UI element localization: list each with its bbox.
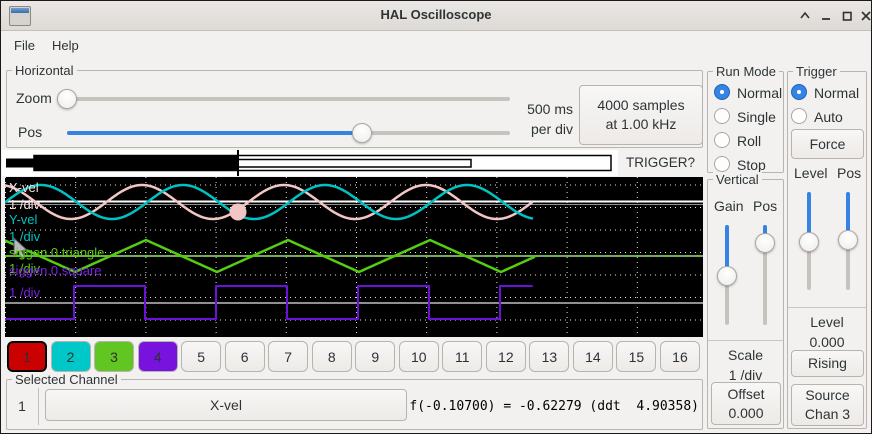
minimize-icon[interactable] [818, 8, 834, 24]
channel-button-9[interactable]: 9 [355, 341, 396, 372]
channel-button-12[interactable]: 12 [485, 341, 526, 372]
trigger-source-button[interactable]: Source Chan 3 [791, 384, 864, 426]
zoom-label: Zoom [16, 90, 52, 106]
vertical-gain-label: Gain [714, 198, 744, 214]
channel-button-15[interactable]: 15 [616, 341, 657, 372]
window-icon [9, 6, 31, 26]
horizontal-pos-slider[interactable] [67, 123, 510, 143]
vertical-legend: Vertical [713, 172, 762, 187]
capture-bar-left-stub [6, 158, 34, 168]
vertical-pos-track[interactable] [763, 225, 767, 325]
trigger-level-readout: Level 0.000 [809, 314, 845, 350]
trigger-group: Trigger Normal Auto Force Level Pos Leve… [787, 64, 867, 429]
trigger-level-slider[interactable] [798, 192, 820, 290]
horizontal-legend: Horizontal [12, 63, 77, 78]
selected-channel-group: Selected Channel 1 X-vel f(-0.10700) = -… [6, 372, 703, 430]
scope-canvas [3, 177, 703, 337]
trigger-level-handle[interactable] [799, 232, 819, 252]
vertical-gain-slider[interactable] [716, 225, 738, 325]
channel3-name-label: siggen.0.triangle [9, 245, 105, 260]
channel4-name-label: siggen.0.square [9, 263, 102, 278]
vertical-scale-readout: Scale 1 /div [727, 347, 764, 383]
vertical-pos-handle[interactable] [755, 233, 775, 253]
channel-button-4[interactable]: 4 [137, 341, 178, 372]
function-value-readout: f(-0.10700) = -0.62279 (ddt 4.90358) [409, 399, 699, 414]
title-bar: HAL Oscilloscope [1, 1, 871, 31]
trigger-level-column-label: Level [794, 165, 828, 181]
shade-icon[interactable] [797, 8, 813, 24]
zoom-slider-handle[interactable] [57, 89, 77, 109]
pos-label: Pos [18, 124, 43, 140]
run-mode-radio-single[interactable] [714, 108, 730, 124]
trigger-pos-slider[interactable] [837, 192, 859, 290]
channel4-scale-label: 1 /div [9, 285, 41, 300]
divider [788, 307, 866, 308]
trigger-radio-normal[interactable] [791, 84, 807, 100]
run-mode-label-single[interactable]: Single [737, 109, 776, 125]
trigger-legend: Trigger [793, 64, 840, 79]
timebase-readout: 500 ms per div [527, 101, 573, 137]
channel-button-16[interactable]: 16 [659, 341, 700, 372]
divider [38, 388, 39, 425]
trigger-label-normal[interactable]: Normal [814, 85, 860, 101]
channel-button-6[interactable]: 6 [224, 341, 265, 372]
vertical-pos-slider[interactable] [754, 225, 776, 325]
scope-display: X-vel 1 /div Y-vel 1 /div siggen.0.trian… [3, 177, 703, 337]
trigger-question-label: TRIGGER? [626, 155, 696, 170]
capture-filled-region [34, 155, 238, 171]
run-mode-legend: Run Mode [713, 64, 779, 79]
channel-button-13[interactable]: 13 [529, 341, 570, 372]
divider [708, 340, 783, 341]
channel-button-7[interactable]: 7 [268, 341, 309, 372]
zoom-slider-track[interactable] [57, 97, 510, 101]
vertical-group: Vertical Gain Pos Scale 1 /div Offset 0.… [707, 172, 784, 429]
channel3-scale-label: 1 /div [9, 261, 41, 276]
channel-button-3[interactable]: 3 [94, 341, 135, 372]
channel2-name-label: Y-vel [9, 212, 38, 227]
channel1-scale-label: 1 /div [9, 197, 41, 212]
vertical-pos-label: Pos [753, 198, 778, 214]
channel1-name-label: X-vel [9, 180, 39, 195]
run-mode-radio-stop[interactable] [714, 156, 730, 172]
force-button[interactable]: Force [791, 129, 864, 159]
channel-button-1[interactable]: 1 [7, 341, 47, 372]
run-mode-label-stop[interactable]: Stop [737, 157, 766, 173]
pos-slider-handle[interactable] [352, 123, 372, 143]
selected-channel-legend: Selected Channel [12, 372, 121, 387]
trigger-edge-button[interactable]: Rising [791, 350, 864, 377]
capture-position-bar [2, 150, 618, 176]
channel-source-button[interactable]: X-vel [45, 389, 407, 421]
selected-channel-number: 1 [18, 398, 26, 414]
menu-file[interactable]: File [14, 38, 35, 53]
channel-button-14[interactable]: 14 [572, 341, 613, 372]
trigger-radio-auto[interactable] [791, 108, 807, 124]
run-mode-group: Run Mode Normal Single Roll Stop [707, 64, 784, 173]
horizontal-group: Horizontal Zoom Pos 500 ms per div 4000 … [6, 63, 703, 148]
vertical-gain-handle[interactable] [717, 266, 737, 286]
trigger-pos-column-label: Pos [837, 165, 862, 181]
channel-button-11[interactable]: 11 [442, 341, 483, 372]
run-mode-label-normal[interactable]: Normal [737, 85, 783, 101]
channel-button-2[interactable]: 2 [50, 341, 91, 372]
window-title: HAL Oscilloscope [380, 7, 492, 22]
channel-button-5[interactable]: 5 [181, 341, 222, 372]
samples-button[interactable]: 4000 samples at 1.00 kHz [579, 85, 703, 145]
vertical-offset-button[interactable]: Offset 0.000 [711, 382, 781, 425]
run-mode-radio-roll[interactable] [714, 132, 730, 148]
close-icon[interactable] [858, 8, 871, 24]
menu-bar: File Help [2, 31, 871, 58]
run-mode-radio-normal[interactable] [714, 84, 730, 100]
channel-button-10[interactable]: 10 [398, 341, 439, 372]
channel-button-row: 1 2 3 4 5 6 7 8 9 10 11 12 13 14 15 16 [7, 341, 700, 372]
channel2-scale-label: 1 /div [9, 229, 41, 244]
channel-button-8[interactable]: 8 [311, 341, 352, 372]
run-mode-label-roll[interactable]: Roll [737, 133, 762, 149]
trigger-pos-handle[interactable] [838, 230, 858, 250]
mouse-cursor-icon [13, 236, 29, 260]
horizontal-zoom-slider[interactable] [57, 89, 510, 109]
menu-help[interactable]: Help [52, 38, 79, 53]
maximize-icon[interactable] [839, 8, 855, 24]
trigger-label-auto[interactable]: Auto [814, 109, 843, 125]
